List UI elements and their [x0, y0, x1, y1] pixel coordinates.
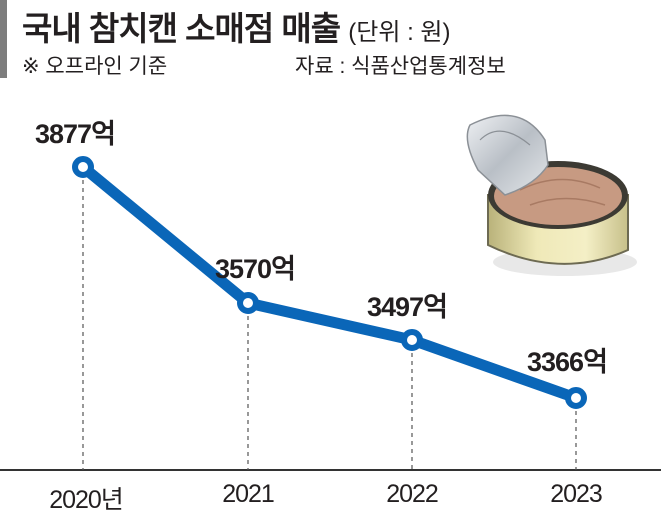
- data-markers: [72, 156, 587, 409]
- x-tick-2021: 2021: [222, 480, 275, 508]
- unit-label: (단위 : 원): [348, 19, 451, 46]
- data-line: [79, 162, 578, 404]
- accent-bar: [0, 0, 7, 78]
- value-label-2021: 3570억: [215, 254, 296, 284]
- value-label-2020: 3877억: [35, 119, 116, 149]
- x-tick-2022: 2022: [386, 480, 439, 508]
- title-text: 국내 참치캔 소매점 매출: [22, 10, 341, 47]
- value-label-2022: 3497억: [367, 292, 448, 322]
- x-tick-2020: 2020년: [49, 486, 124, 513]
- guide-lines: [82, 180, 577, 470]
- chart-title: 국내 참치캔 소매점 매출 (단위 : 원): [22, 2, 451, 50]
- note-label: ※ 오프라인 기준: [22, 55, 168, 78]
- source-label: 자료 : 식품산업통계정보: [295, 55, 506, 78]
- x-tick-2023: 2023: [550, 480, 603, 508]
- value-label-2023: 3366억: [527, 347, 608, 377]
